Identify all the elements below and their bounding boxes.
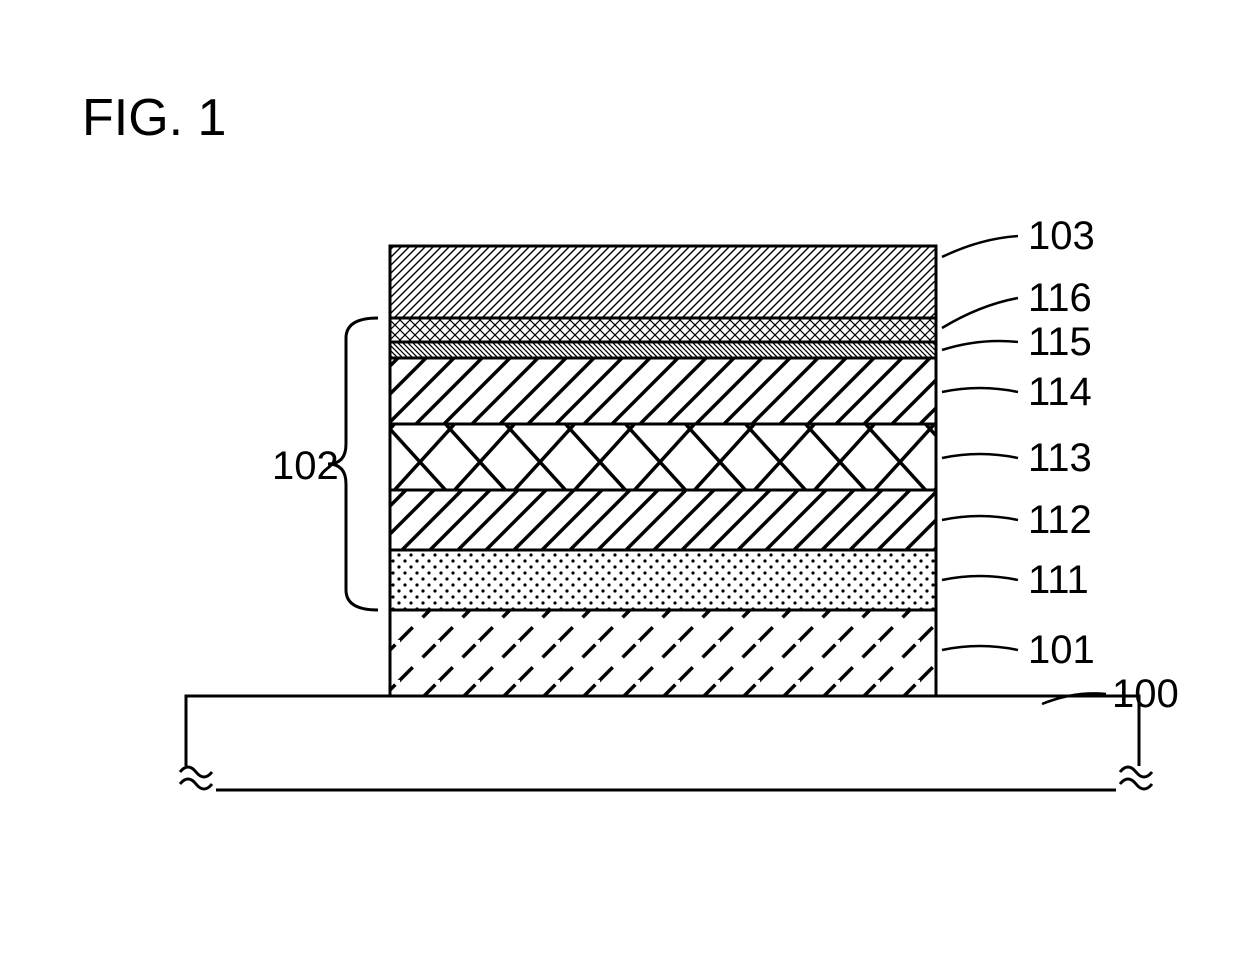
layer-112 (390, 490, 936, 550)
leader-116 (942, 298, 1018, 328)
figure-title: FIG. 1 (82, 88, 226, 148)
leader-113 (942, 454, 1018, 458)
label-103: 103 (1028, 214, 1095, 259)
layer-103 (390, 246, 936, 318)
label-111: 111 (1028, 558, 1089, 603)
label-101: 101 (1028, 628, 1095, 673)
figure-page: FIG. 1 103 116115 114 113 112 111 101 100 102 (0, 0, 1240, 964)
label-116: 116 (1028, 276, 1092, 321)
label-100: 100 (1112, 672, 1179, 717)
layer-101 (390, 610, 936, 696)
leader-115 (942, 341, 1018, 350)
layer-116 (390, 318, 936, 342)
leader-112 (942, 516, 1018, 520)
layer-113 (390, 424, 936, 490)
label-114: 114 (1028, 370, 1092, 415)
label-115: 115 (1028, 320, 1092, 365)
substrate (186, 696, 1139, 790)
label-113: 113 (1028, 436, 1092, 481)
layer-115 (390, 342, 936, 358)
leader-101 (942, 646, 1018, 650)
layer-111 (390, 550, 936, 610)
leader-103 (942, 236, 1018, 257)
label-102: 102 (272, 444, 339, 489)
layer-114 (390, 358, 936, 424)
leader-111 (942, 576, 1018, 580)
break-mark-1 (1120, 767, 1152, 777)
break-mark-0 (180, 767, 212, 777)
leader-114 (942, 388, 1018, 392)
break-mark-1 (1120, 779, 1152, 789)
label-112: 112 (1028, 498, 1092, 543)
leader-100 (1042, 693, 1106, 704)
break-mark-0 (180, 779, 212, 789)
